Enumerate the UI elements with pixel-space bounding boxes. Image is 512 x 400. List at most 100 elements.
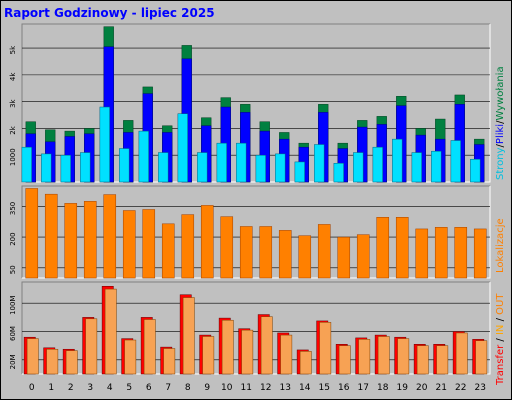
bar-pages	[80, 152, 91, 183]
xtick-label: 16	[338, 383, 350, 393]
label-in: IN	[495, 325, 506, 335]
bar-transfer-in	[104, 288, 117, 375]
bar-transfer-in	[85, 318, 98, 375]
bar-pages	[275, 153, 286, 183]
bar-sites	[278, 230, 292, 279]
panel3-ylabel: Transfer / IN / OUT	[495, 293, 506, 386]
ytick-label: 350	[9, 202, 17, 215]
xtick-label: 22	[455, 383, 466, 393]
xtick-label: 1	[48, 383, 54, 393]
ytick-label: 3k	[9, 98, 17, 107]
bar-sites	[473, 228, 487, 279]
bar-transfer-in	[143, 319, 156, 375]
sep-4: /	[495, 315, 506, 325]
bar-transfer-in	[46, 348, 59, 375]
panel-edge-light	[22, 282, 491, 375]
xtick-label: 18	[377, 383, 389, 393]
bar-sites	[415, 228, 429, 279]
xtick-label: 14	[299, 383, 311, 393]
panel-edge-dark	[21, 23, 490, 182]
bar-pages	[177, 113, 188, 183]
label-pages: Strony	[495, 147, 506, 180]
bar-transfer-in	[397, 338, 410, 375]
bar-sites	[395, 217, 409, 279]
bar-pages	[294, 161, 305, 183]
xtick-label: 13	[280, 383, 291, 393]
bar-pages	[314, 144, 325, 183]
bar-transfer-in	[202, 336, 215, 375]
sep-2: /	[495, 120, 506, 124]
bar-sites	[220, 216, 234, 279]
bar-pages	[119, 148, 130, 183]
bar-sites	[64, 203, 78, 279]
bar-pages	[255, 154, 266, 183]
panel-3	[22, 282, 490, 374]
ytick-label: 200	[9, 232, 17, 245]
bar-transfer-in	[26, 338, 39, 375]
bar-pages	[41, 153, 52, 183]
bar-pages	[470, 158, 481, 183]
bar-pages	[431, 150, 442, 183]
bar-sites	[44, 193, 58, 279]
bar-pages	[392, 138, 403, 183]
bar-sites	[454, 227, 468, 279]
ytick-label: 100M	[9, 296, 17, 315]
bar-pages	[158, 152, 169, 183]
bar-sites	[239, 226, 253, 279]
ytick-label: 5k	[9, 45, 17, 54]
bar-sites	[103, 194, 117, 279]
xtick-label: 21	[436, 383, 447, 393]
xtick-label: 17	[358, 383, 369, 393]
bar-sites	[298, 235, 312, 279]
bar-sites	[142, 209, 156, 279]
bar-sites	[161, 223, 175, 279]
label-out: OUT	[495, 293, 506, 315]
xtick-label: 2	[68, 383, 74, 393]
bar-transfer-in	[260, 316, 273, 375]
bar-transfer-in	[319, 322, 332, 375]
xtick-label: 4	[107, 383, 113, 393]
sep-1: /	[495, 143, 506, 147]
panel2-ylabel: Lokalizacje	[495, 218, 506, 273]
bar-transfer-in	[280, 334, 293, 375]
xtick-label: 23	[475, 383, 486, 393]
bar-pages	[333, 163, 344, 183]
bar-sites	[259, 226, 273, 279]
label-transfer: Transfer	[495, 344, 506, 386]
bar-sites	[337, 236, 351, 279]
page-title: Raport Godzinowy - lipiec 2025	[4, 6, 215, 20]
bar-sites	[200, 205, 214, 279]
panel-edge-dark	[21, 185, 490, 278]
bar-pages	[21, 146, 32, 183]
bar-sites	[434, 227, 448, 279]
bar-transfer-in	[358, 339, 371, 375]
bar-pages	[60, 154, 71, 183]
xtick-label: 9	[204, 383, 210, 393]
bar-transfer-in	[221, 319, 234, 375]
bar-transfer-in	[241, 329, 254, 375]
xtick-label: 6	[146, 383, 152, 393]
label-files: Pliki	[495, 124, 506, 144]
bar-pages	[197, 152, 208, 183]
sep-3: /	[495, 335, 506, 345]
label-hits: Wywołania	[495, 66, 506, 120]
bar-sites	[356, 234, 370, 279]
bar-transfer-in	[455, 332, 468, 375]
bar-transfer-in	[416, 345, 429, 375]
xtick-label: 3	[87, 383, 93, 393]
xtick-label: 20	[416, 383, 428, 393]
bar-sites	[122, 210, 136, 279]
ytick-label: 50	[9, 265, 17, 274]
bar-pages	[99, 106, 110, 183]
xtick-label: 12	[260, 383, 271, 393]
bar-sites	[317, 224, 331, 279]
xtick-label: 0	[29, 383, 35, 393]
ytick-label: 4k	[9, 72, 17, 81]
bar-transfer-in	[377, 336, 390, 375]
bar-pages	[450, 140, 461, 183]
bar-transfer-in	[299, 351, 312, 375]
bar-transfer-in	[124, 339, 137, 375]
bar-pages	[236, 142, 247, 183]
bar-pages	[138, 130, 149, 183]
